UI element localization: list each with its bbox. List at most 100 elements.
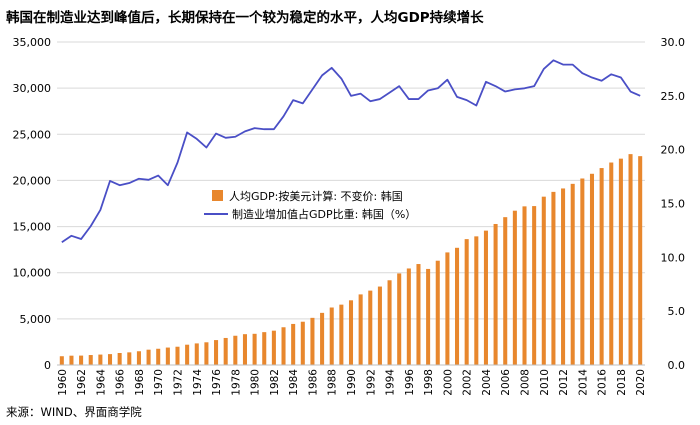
y-right-tick-label: 15.0: [661, 198, 686, 211]
gdp-bar: [107, 354, 113, 365]
y-left-tick-label: 10,000: [13, 267, 52, 280]
gdp-bar: [551, 191, 556, 365]
x-tick-label: 1980: [250, 369, 262, 396]
y-left-tick-label: 0: [44, 359, 51, 372]
gdp-bar: [117, 353, 122, 365]
y-right-tick-label: 5.0: [668, 305, 686, 318]
gdp-bar: [618, 158, 623, 365]
gdp-bar: [435, 260, 440, 365]
gdp-bar: [300, 321, 305, 365]
gdp-bar: [445, 252, 450, 365]
source-note: 来源：WIND、界面商学院: [6, 405, 142, 419]
gdp-bar: [397, 273, 402, 365]
gdp-bar: [156, 348, 161, 365]
x-tick-label: 2000: [442, 369, 454, 396]
x-tick-label: 1974: [192, 369, 204, 396]
gdp-bar: [242, 334, 247, 365]
gdp-bar: [416, 264, 421, 365]
gdp-bar: [464, 239, 469, 365]
gdp-bar: [69, 355, 74, 365]
gdp-bar: [503, 217, 508, 365]
y-right-tick-label: 0.0: [668, 359, 686, 372]
x-tick-label: 2006: [500, 369, 512, 396]
gdp-bar: [358, 294, 363, 365]
gdp-bar: [387, 280, 392, 365]
gdp-bar: [580, 178, 585, 365]
y-axis-left: 0 5,000 10,000 15,000 20,000 25,000 30,000 35,0…: [13, 36, 52, 372]
gdp-bar: [223, 337, 228, 365]
legend-swatch-bar: [212, 190, 223, 201]
legend: 人均GDP:按美元计算: 不变价: 韩国 制造业增加值占GDP比重: 韩国（%）: [204, 189, 416, 221]
gdp-bar: [570, 183, 575, 365]
legend-label-bar: 人均GDP:按美元计算: 不变价: 韩国: [229, 189, 403, 203]
gdp-bar: [589, 173, 595, 365]
y-right-tick-label: 25.0: [661, 90, 686, 103]
y-left-tick-label: 5,000: [20, 313, 52, 326]
manufacturing-share-polyline: [61, 59, 641, 244]
gdp-bar: [214, 340, 219, 365]
gdp-bar: [127, 352, 132, 365]
gdp-bar: [599, 168, 604, 365]
x-tick-label: 1986: [307, 369, 319, 396]
y-left-tick-label: 15,000: [13, 221, 52, 234]
x-tick-label: 1992: [365, 369, 377, 396]
legend-label-line: 制造业增加值占GDP比重: 韩国（%）: [232, 207, 416, 221]
x-tick-label: 1998: [423, 369, 435, 396]
gdp-bar: [320, 312, 325, 365]
y-left-tick-label: 35,000: [13, 36, 52, 49]
x-tick-label: 1968: [134, 369, 146, 396]
y-axis-right: 0.0 5.0 10.0 15.0 20.0 25.0 30.0: [661, 36, 686, 372]
x-tick-label: 1978: [230, 369, 242, 396]
gdp-bar: [175, 346, 180, 365]
x-tick-label: 1984: [288, 369, 300, 396]
manufacturing-share-line: [61, 59, 641, 244]
y-left-tick-label: 30,000: [13, 82, 52, 95]
x-tick-label: 1972: [172, 369, 184, 396]
gdp-bar: [628, 154, 633, 365]
x-tick-label: 1960: [57, 369, 69, 396]
gdp-bar: [348, 300, 354, 365]
gdp-bar: [281, 327, 286, 365]
x-axis: 1960 1962 1964 1966 1968 1970 1972 1974 1976 1978…: [57, 364, 647, 396]
gdp-bar: [532, 206, 537, 365]
x-tick-label: 2002: [462, 369, 474, 396]
x-tick-label: 1970: [153, 369, 165, 396]
x-tick-label: 1996: [404, 369, 416, 396]
gdp-bar: [252, 333, 257, 365]
gdp-bar: [262, 332, 267, 365]
gdp-bar: [609, 162, 614, 365]
gdp-bar: [483, 230, 488, 365]
gdp-bar: [368, 290, 373, 365]
gdp-bar: [194, 343, 199, 365]
x-tick-label: 2010: [539, 369, 551, 396]
x-tick-label: 2014: [577, 369, 589, 396]
gdp-bar: [185, 344, 190, 365]
x-tick-label: 2016: [597, 369, 609, 396]
gdp-bar: [377, 286, 382, 365]
x-tick-label: 2020: [635, 369, 647, 396]
gdp-bar: [79, 355, 84, 365]
gdp-bar: [406, 268, 411, 365]
gdp-bar: [146, 349, 151, 365]
y-left-tick-label: 25,000: [13, 128, 52, 141]
gdp-bar: [329, 307, 334, 365]
gdp-bar: [638, 156, 643, 365]
gdp-bar: [98, 354, 103, 365]
gdp-bar: [339, 304, 344, 365]
x-tick-label: 1964: [95, 369, 107, 396]
gdp-bar: [512, 210, 517, 365]
gdp-bar: [426, 268, 431, 365]
gdp-bar: [493, 223, 498, 365]
y-left-tick-label: 20,000: [13, 174, 52, 187]
x-tick-label: 2018: [616, 369, 628, 396]
x-tick-label: 2004: [481, 369, 493, 396]
x-tick-label: 1988: [327, 369, 339, 396]
y-right-tick-label: 10.0: [661, 251, 686, 264]
x-tick-label: 1994: [385, 369, 397, 396]
gdp-bar: [455, 247, 460, 365]
gdp-bar: [474, 236, 479, 365]
chart-title: 韩国在制造业达到峰值后，长期保持在一个较为稳定的水平，人均GDP持续增长: [6, 10, 484, 26]
gdp-bar: [136, 351, 141, 365]
gdp-bar: [522, 206, 527, 365]
gdp-bar: [88, 355, 93, 365]
